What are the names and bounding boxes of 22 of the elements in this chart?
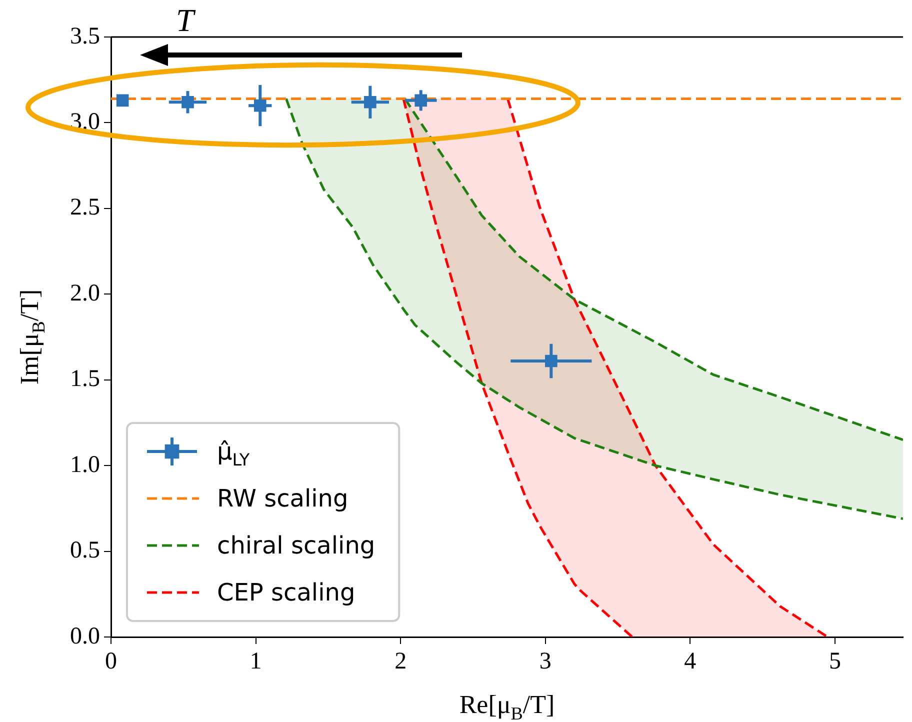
y-tick-label: 1.0 [70, 452, 100, 478]
x-tick-label: 0 [105, 648, 117, 675]
line-series [506, 97, 829, 637]
legend-label: CEP scaling [217, 578, 356, 606]
point [116, 94, 129, 107]
x-tick-label: 2 [394, 648, 407, 675]
y-tick-label: 2.5 [70, 194, 100, 221]
y-tick-label: 3.5 [70, 23, 100, 50]
x-tick-label: 4 [684, 648, 696, 675]
y-axis-title: Im[μB/T] [15, 289, 48, 385]
line-series [402, 97, 634, 637]
x-tick-label: 1 [250, 648, 262, 675]
legend-label: RW scaling [217, 484, 348, 512]
x-tick-label: 3 [539, 648, 552, 675]
annotation: T [176, 2, 194, 39]
y-tick-label: 2.0 [70, 280, 100, 306]
legend-label: chiral scaling [217, 532, 376, 560]
y-tick-label: 0.5 [70, 538, 100, 564]
y-tick-label: 0.0 [70, 623, 100, 650]
y-tick-label: 1.5 [70, 366, 100, 392]
line-series [404, 97, 903, 442]
x-tick-label: 5 [828, 648, 841, 675]
